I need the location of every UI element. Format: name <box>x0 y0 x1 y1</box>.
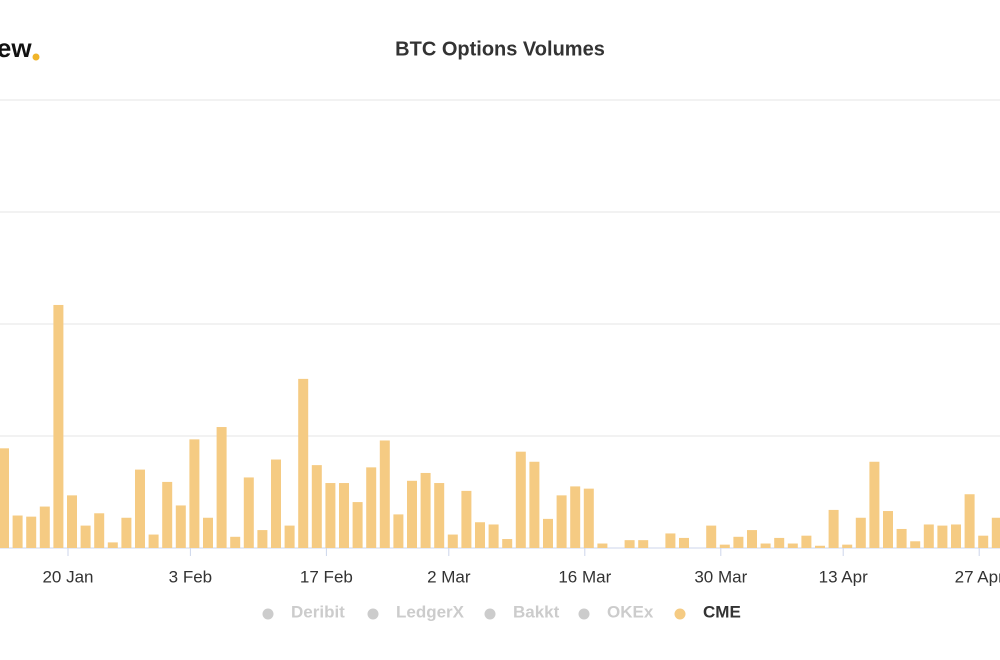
bar <box>760 543 771 548</box>
bar <box>570 486 581 548</box>
bar <box>529 461 540 548</box>
bar <box>0 448 9 548</box>
legend-label: CME <box>703 602 741 621</box>
legend-marker <box>262 608 274 620</box>
x-tick-label: 27 Apr <box>955 567 1000 586</box>
bar <box>923 524 934 548</box>
bar <box>434 483 445 548</box>
bar <box>787 543 798 548</box>
bar <box>393 514 404 548</box>
bar <box>379 440 390 548</box>
bar <box>271 459 281 548</box>
legend-marker <box>367 608 379 620</box>
bar <box>883 511 893 548</box>
bar <box>815 545 825 548</box>
bar <box>311 465 322 548</box>
legend-marker <box>674 608 686 620</box>
bar <box>475 522 485 548</box>
x-tick-label: 17 Feb <box>300 567 353 586</box>
bar <box>991 517 1000 548</box>
brand-dot <box>32 53 40 61</box>
x-tick-label: 20 Jan <box>42 567 93 586</box>
bar <box>461 490 472 548</box>
bar <box>298 378 309 548</box>
bar <box>706 525 717 548</box>
bar <box>148 534 159 548</box>
bar <box>53 304 64 548</box>
bar <box>407 480 417 548</box>
bar <box>488 524 499 548</box>
x-tick-label: 13 Apr <box>819 567 868 586</box>
bar <box>94 513 105 548</box>
bar <box>978 535 989 548</box>
bar <box>515 451 526 548</box>
legend-marker <box>484 608 496 620</box>
bar <box>12 515 23 548</box>
bar <box>869 461 880 548</box>
bar <box>774 537 785 548</box>
bar <box>719 544 730 548</box>
bar <box>189 439 200 548</box>
bar <box>733 536 744 548</box>
bar <box>39 506 50 548</box>
x-tick-label: 3 Feb <box>169 567 212 586</box>
bar <box>352 502 363 548</box>
bar <box>556 495 567 548</box>
bar <box>910 541 921 548</box>
bar <box>747 530 757 548</box>
bar <box>801 535 812 548</box>
legend-label: Bakkt <box>513 602 560 621</box>
bar <box>325 483 336 548</box>
bar <box>828 509 839 548</box>
bar <box>937 525 948 548</box>
bar <box>583 488 594 548</box>
bar <box>230 536 241 548</box>
legend-label: Deribit <box>291 602 345 621</box>
bar <box>107 542 118 548</box>
bar <box>597 543 608 548</box>
chart-title: BTC Options Volumes <box>395 38 605 60</box>
bar <box>257 530 268 548</box>
bar <box>855 517 866 548</box>
bar <box>67 495 77 548</box>
bar <box>665 533 676 548</box>
bar <box>420 472 431 548</box>
bar <box>638 540 649 548</box>
bar <box>543 518 553 548</box>
brand-logo: skew <box>0 33 32 63</box>
bar <box>80 525 91 548</box>
bar <box>896 528 907 548</box>
bar <box>679 537 689 548</box>
bar <box>502 539 513 548</box>
bar <box>447 534 458 548</box>
bar <box>135 469 145 548</box>
bar <box>175 505 186 548</box>
bar <box>366 467 377 548</box>
x-tick-label: 2 Mar <box>427 567 471 586</box>
legend-label: OKEx <box>607 602 654 621</box>
bar <box>339 483 349 548</box>
legend-marker <box>578 608 590 620</box>
bar <box>842 544 853 548</box>
x-tick-label: 30 Mar <box>694 567 747 586</box>
bar <box>624 540 635 548</box>
x-tick-label: 16 Mar <box>558 567 611 586</box>
bar <box>951 524 961 548</box>
bar <box>162 481 173 548</box>
bar <box>964 494 975 548</box>
bar <box>121 517 132 548</box>
bar <box>203 517 213 548</box>
bar <box>26 516 37 548</box>
bar <box>284 525 295 548</box>
bar <box>216 427 227 548</box>
legend-label: LedgerX <box>396 602 465 621</box>
bar <box>243 477 254 548</box>
